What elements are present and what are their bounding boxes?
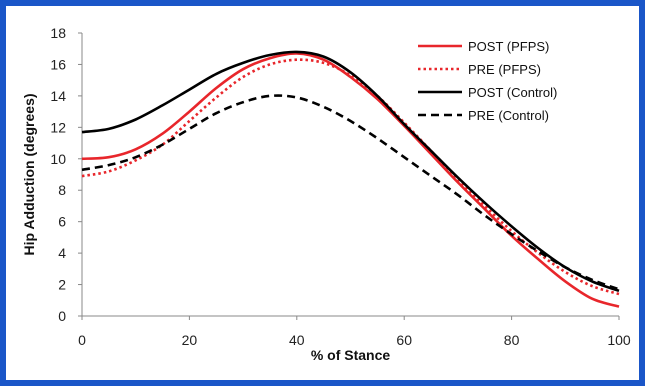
x-tick-labels: 0 20 40 60 80 100 [78, 316, 631, 348]
legend-label-1: POST (PFPS) [468, 39, 549, 54]
x-tick-label: 20 [182, 332, 198, 348]
x-tick-label: 0 [78, 332, 86, 348]
x-tick-label: 100 [607, 332, 631, 348]
y-tick-labels: 0 2 4 6 8 10 12 14 16 18 [50, 25, 82, 324]
y-tick-label: 8 [58, 182, 66, 198]
y-tick-label: 2 [58, 277, 66, 293]
y-tick-label: 14 [50, 88, 66, 104]
series-line-3 [81, 50, 620, 293]
legend-label-2: PRE (PFPS) [468, 62, 541, 77]
legend: POST (PFPS) PRE (PFPS) POST (Control) PRE (… [418, 39, 557, 123]
legend-label-4: PRE (Control) [468, 108, 549, 123]
y-tick-label: 18 [50, 25, 66, 41]
y-tick-label: 6 [58, 214, 66, 230]
axes: 0 20 40 60 80 100 0 2 4 6 8 10 12 14 16 18 [50, 25, 630, 348]
y-tick-label: 12 [50, 119, 66, 135]
x-tick-label: 40 [289, 332, 305, 348]
legend-label-3: POST (Control) [468, 85, 557, 100]
series-line-4 [81, 94, 620, 291]
y-tick-label: 10 [50, 151, 66, 167]
x-axis-title: % of Stance [311, 347, 391, 363]
y-tick-label: 16 [50, 56, 66, 72]
x-tick-label: 60 [396, 332, 412, 348]
x-tick-label: 80 [504, 332, 520, 348]
y-axis-title: Hip Adduction (degrees) [21, 93, 37, 255]
series-lines [81, 50, 620, 308]
y-tick-label: 0 [58, 308, 66, 324]
series-line-1 [81, 52, 620, 308]
y-tick-label: 4 [58, 245, 66, 261]
